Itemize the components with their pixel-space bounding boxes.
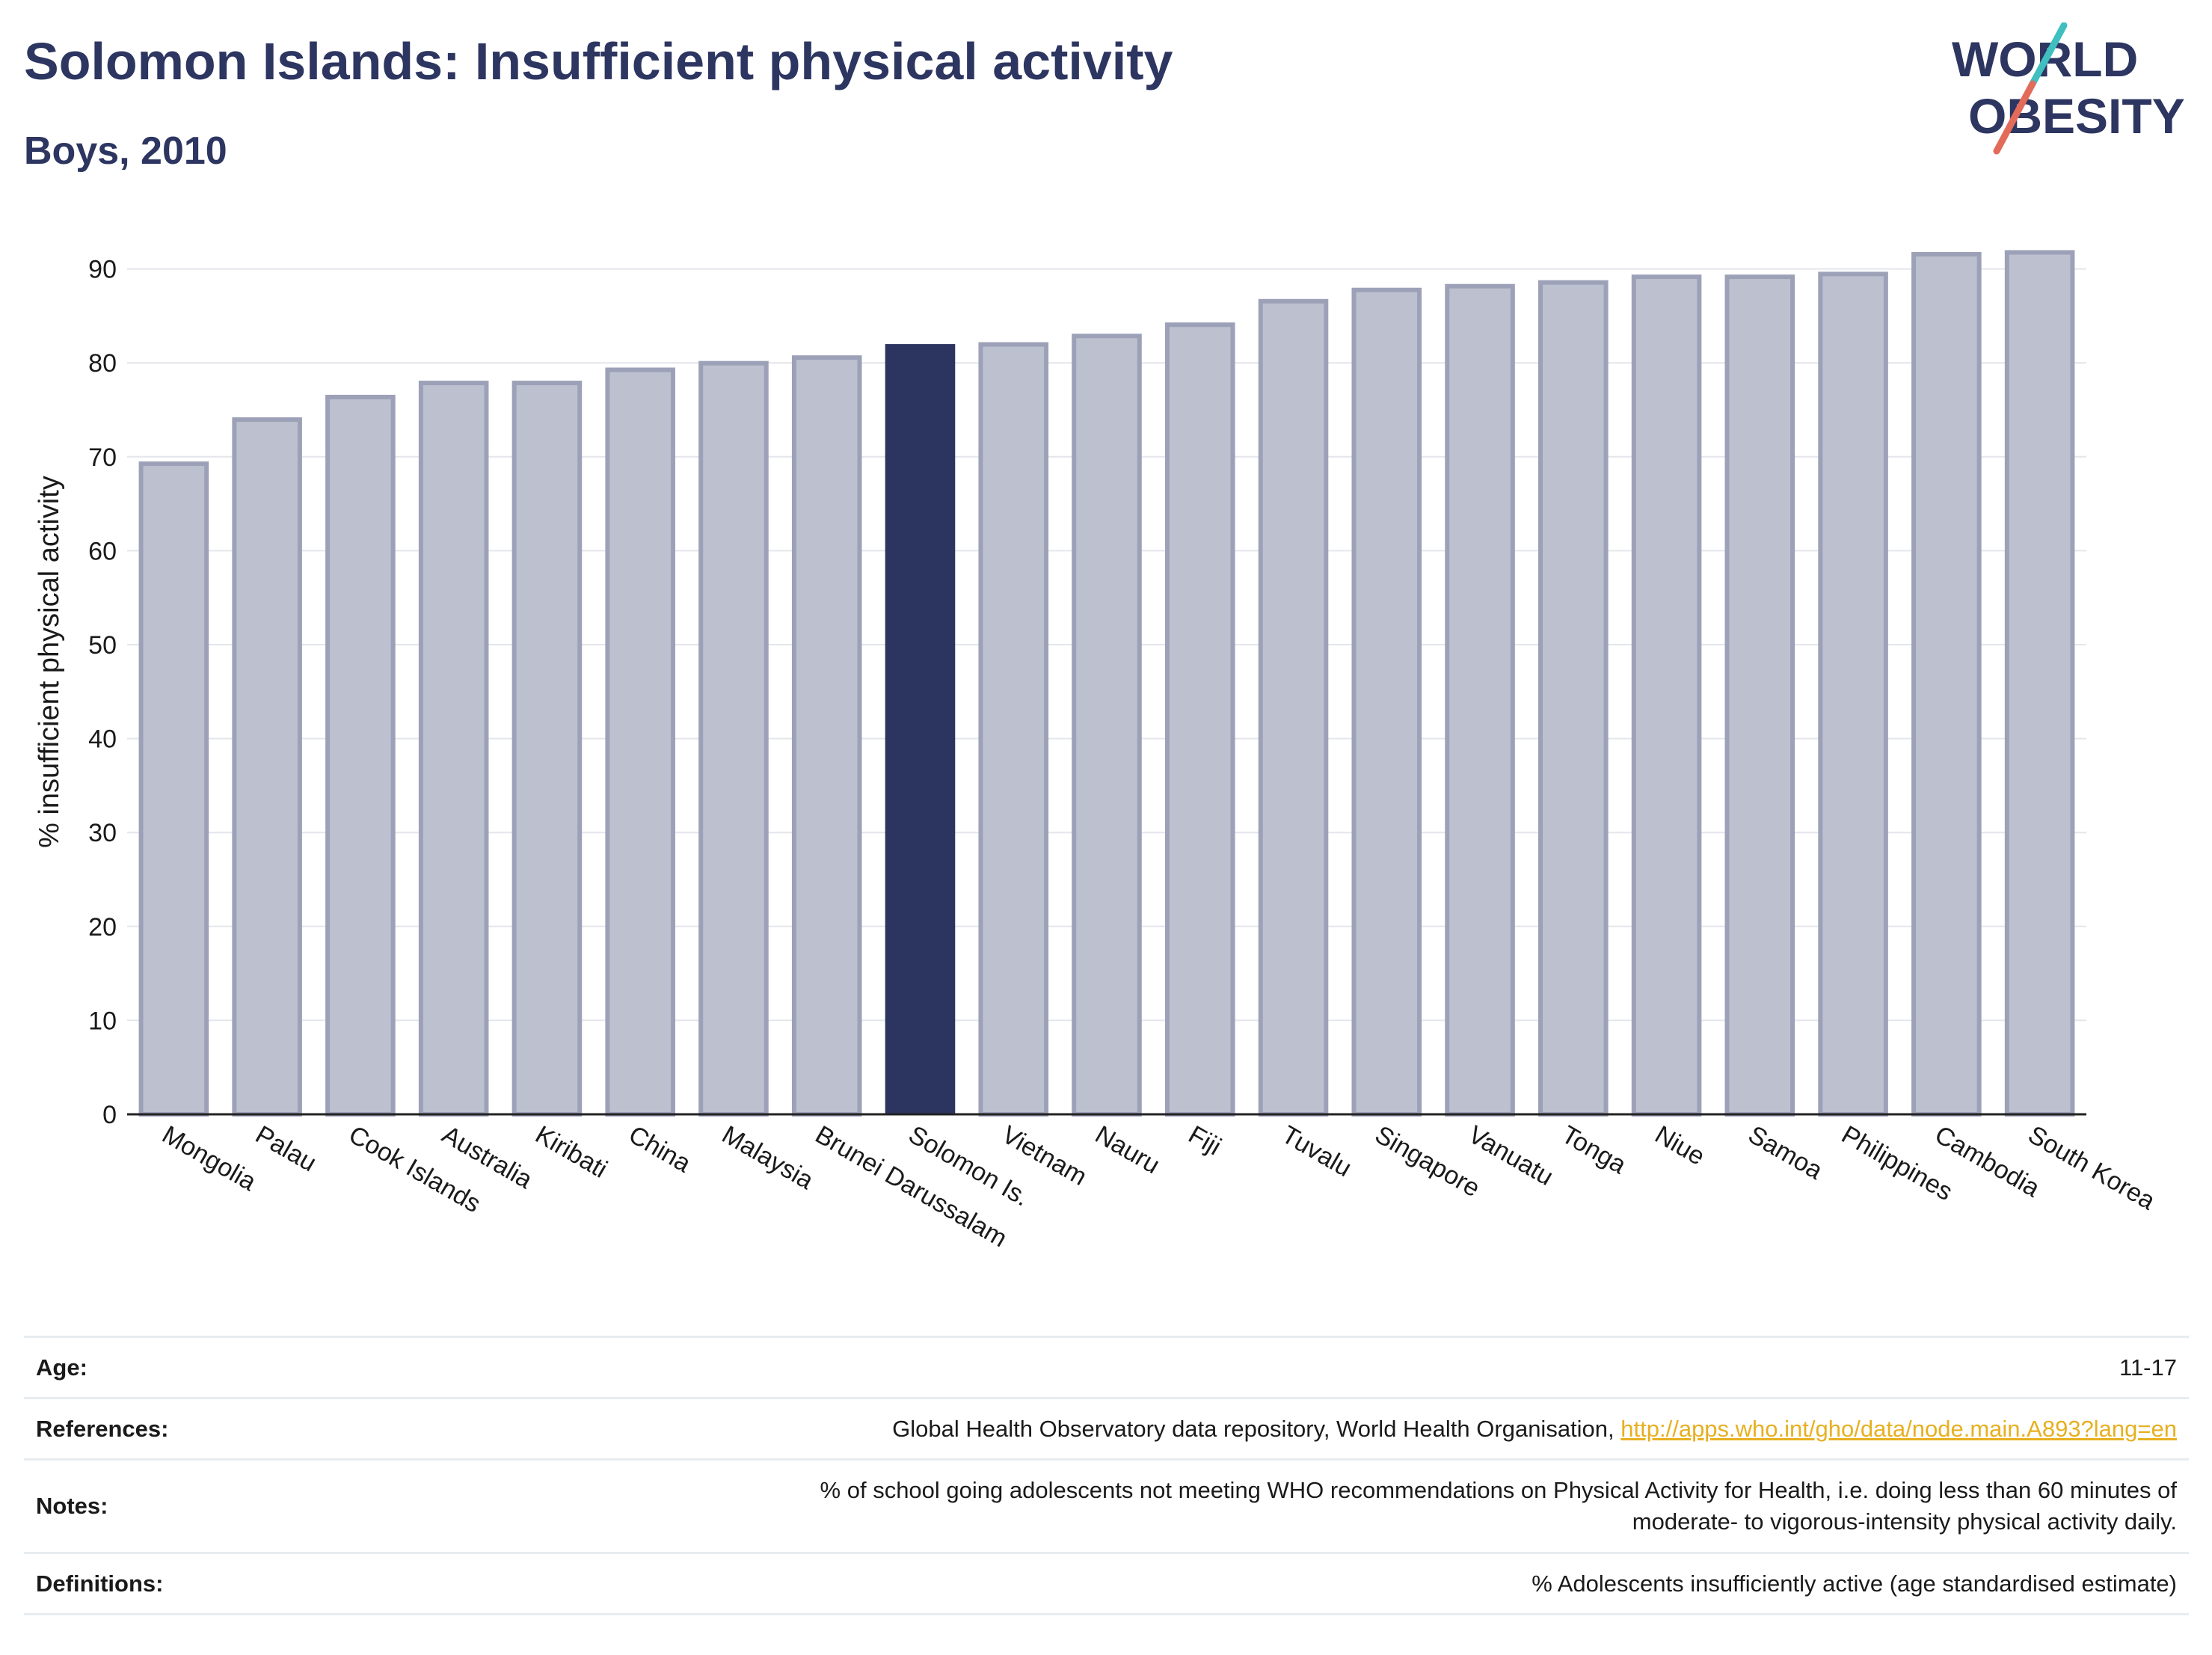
bar-china [605,367,675,1117]
x-tick-label: Tonga [1557,1120,1631,1179]
bar-fiji [1164,322,1235,1117]
bar-cambodia [1911,251,1982,1117]
x-tick-label: Samoa [1743,1120,1827,1185]
logo-slash-teal [2029,22,2068,87]
x-tick-label: Mongolia [157,1120,261,1197]
info-table: Age: 11-17 References: Global Health Obs… [24,1336,2189,1615]
bar-vietnam [978,342,1049,1117]
bar-nauru [1072,334,1142,1117]
bar-brunei-darussalam [791,355,862,1117]
bar-tonga [1538,280,1609,1117]
y-tick-label: 60 [88,537,117,565]
x-tick-label: Singapore [1370,1120,1484,1203]
y-tick-label: 90 [88,256,117,284]
y-tick-label: 40 [88,725,117,754]
chart-title: Solomon Islands: Insufficient physical a… [24,32,1173,90]
logo-slash-coral [1993,80,2036,155]
x-tick-label: China [624,1120,695,1178]
definitions-label: Definitions: [24,1552,347,1615]
y-tick-label: 20 [88,913,117,942]
x-tick-label: Palau [251,1120,321,1177]
info-row-age: Age: 11-17 [24,1336,2189,1398]
notes-line2: moderate- to vigorous-intensity physical… [1632,1508,2177,1535]
bar-palau [232,417,302,1117]
info-row-notes: Notes: % of school going adolescents not… [24,1458,2189,1553]
bar-samoa [1724,274,1795,1117]
x-tick-label: South Korea [2024,1120,2160,1215]
x-tick-label: Nauru [1090,1120,1164,1179]
bar-mongolia [138,461,209,1117]
notes-value: % of school going adolescents not meetin… [347,1458,2189,1553]
y-tick-label: 30 [88,819,117,847]
chart-subtitle: Boys, 2010 [24,129,227,173]
references-value: Global Health Observatory data repositor… [347,1397,2189,1460]
y-tick-label: 80 [88,349,117,378]
notes-line1: % of school going adolescents not meetin… [820,1477,2177,1503]
y-axis-label: % insufficient physical activity [34,476,65,848]
bar-kiribati [511,381,583,1117]
x-tick-label: Kiribati [530,1120,612,1184]
references-link[interactable]: http://apps.who.int/gho/data/node.main.A… [1620,1415,2177,1442]
bar-australia [418,381,489,1117]
x-tick-label: Fiji [1184,1120,1226,1161]
bar-south-korea [2004,250,2075,1117]
references-label: References: [24,1397,347,1460]
x-tick-label: Niue [1650,1120,1710,1171]
bar-vanuatu [1445,283,1515,1117]
bar-solomon-is [885,344,956,1115]
age-label: Age: [24,1336,347,1398]
x-tick-label: Tuvalu [1277,1120,1357,1182]
x-tick-label: Malaysia [717,1120,818,1195]
info-row-definitions: Definitions: % Adolescents insufficientl… [24,1552,2189,1615]
bar-cook-islands [325,394,396,1117]
notes-label: Notes: [24,1458,347,1553]
info-row-references: References: Global Health Observatory da… [24,1397,2189,1460]
bars [138,250,2075,1117]
bar-malaysia [698,360,769,1117]
y-tick-label: 70 [88,443,117,472]
y-tick-label: 10 [88,1007,117,1035]
bar-tuvalu [1258,298,1329,1117]
references-text: Global Health Observatory data repositor… [892,1415,1615,1442]
age-value: 11-17 [347,1336,2189,1398]
world-obesity-logo: WORLD OBESITY [1952,22,2185,155]
bar-niue [1631,274,1702,1117]
y-tick-label: 50 [88,631,117,660]
bar-philippines [1818,271,1888,1117]
y-tick-label: 0 [102,1101,117,1129]
bar-singapore [1351,287,1422,1117]
definitions-value: % Adolescents insufficiently active (age… [347,1552,2189,1615]
